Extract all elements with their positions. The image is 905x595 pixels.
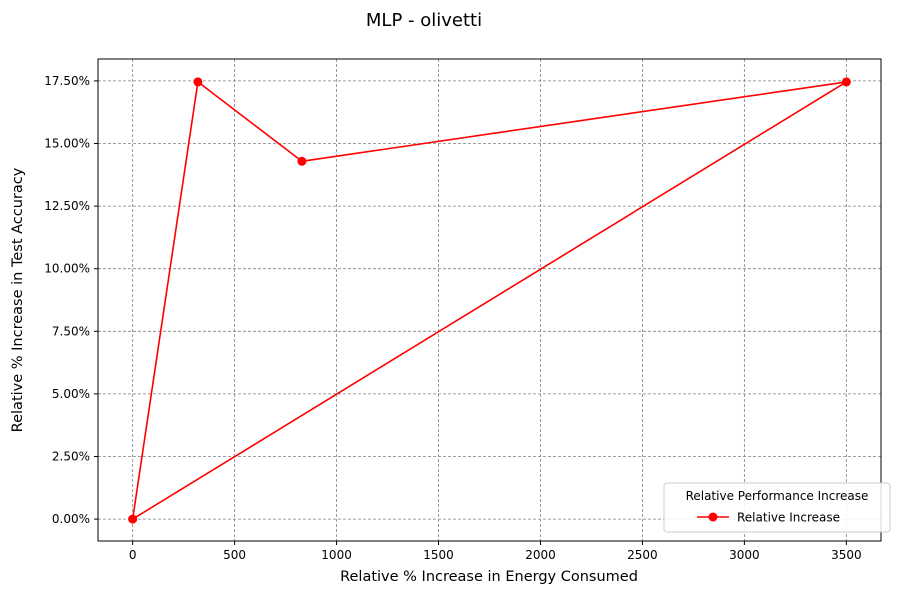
y-tick-label: 10.00% xyxy=(44,262,90,276)
series-line xyxy=(131,81,848,520)
x-tick-label: 500 xyxy=(223,548,246,562)
data-point xyxy=(193,77,203,87)
x-tick-label: 1000 xyxy=(321,548,352,562)
y-tick-label: 5.00% xyxy=(52,387,90,401)
x-tick-label: 1500 xyxy=(423,548,454,562)
x-tick-label: 3500 xyxy=(831,548,862,562)
legend-label: Relative Increase xyxy=(737,511,840,525)
y-tick-label: 12.50% xyxy=(44,199,90,213)
chart-title: MLP - olivetti xyxy=(366,10,482,31)
legend-marker xyxy=(708,512,718,522)
x-tick-label: 2500 xyxy=(627,548,658,562)
y-tick-label: 2.50% xyxy=(52,449,90,463)
legend: Relative Performance Increase Relative I… xyxy=(663,482,891,533)
legend-title: Relative Performance Increase xyxy=(686,489,869,503)
data-point xyxy=(841,77,851,87)
x-tick-label: 0 xyxy=(129,548,137,562)
y-tick-label: 17.50% xyxy=(44,74,90,88)
y-tick-label: 15.00% xyxy=(44,137,90,151)
data-point xyxy=(128,514,138,524)
y-tick-label: 0.00% xyxy=(52,512,90,526)
x-tick-label: 3000 xyxy=(729,548,760,562)
y-axis-label: Relative % Increase in Test Accuracy xyxy=(10,167,26,432)
x-axis-label: Relative % Increase in Energy Consumed xyxy=(340,569,638,585)
y-axis: 0.00% 2.50% 5.00% 7.50% 10.00% 12.50% 15.00% 17… xyxy=(44,74,98,526)
series-layer xyxy=(128,77,851,524)
x-axis: 0 500 1000 1500 2000 2500 3000 3500 xyxy=(129,541,862,562)
legend-box xyxy=(663,482,891,533)
x-tick-label: 2000 xyxy=(525,548,556,562)
y-tick-label: 7.50% xyxy=(52,324,90,338)
data-point xyxy=(297,156,307,166)
plot-frame xyxy=(97,58,882,542)
grid xyxy=(98,59,881,541)
